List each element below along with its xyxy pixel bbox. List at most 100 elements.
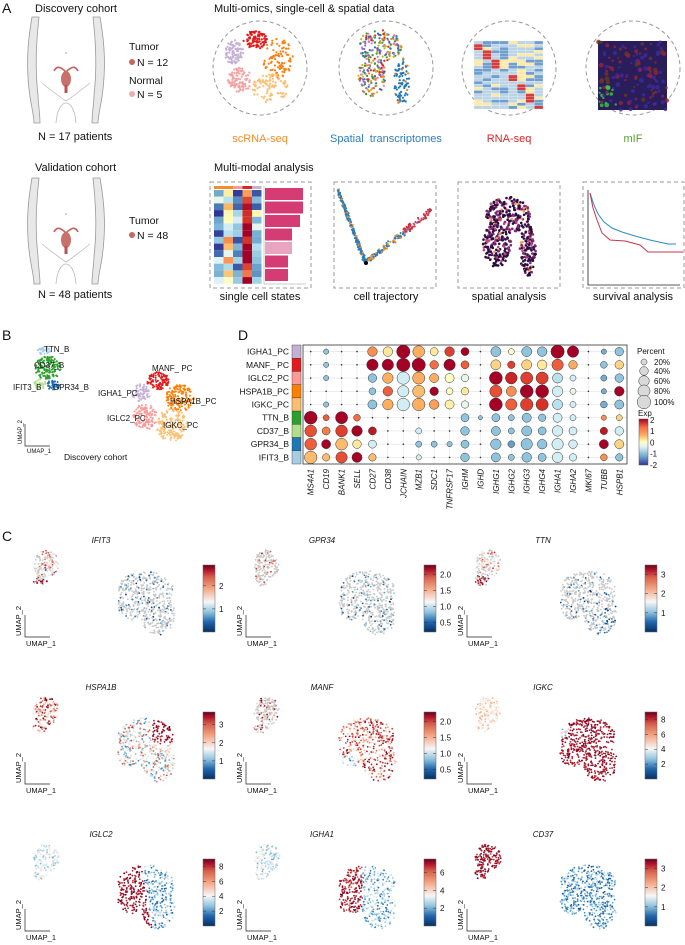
umap-point [274,81,277,84]
umap-point [136,616,139,618]
umap-point [148,574,151,577]
umap-point [41,553,44,556]
heatmap-cell [508,81,518,85]
umap-point [245,87,248,90]
mif-signal [634,49,639,54]
expression-colorbar [202,564,216,633]
umap-point [387,616,389,618]
umap-point [234,48,237,51]
umap-point [282,50,285,53]
umap-point [125,615,127,617]
cell-point [413,222,416,225]
heatmap-cell [525,50,535,54]
umap-point [372,579,374,582]
umap-point [278,61,281,65]
spot [397,47,400,50]
heatmap-cell [517,65,526,69]
umap-point [275,568,277,570]
mif-signal [664,98,670,103]
umap-point [381,606,384,609]
umap-point [239,88,242,92]
body-illustration [27,177,105,285]
umap-point [161,605,164,607]
umap-point [160,433,162,435]
heatmap-cell [534,53,544,57]
umap-point [175,439,177,442]
umap-point [366,596,369,599]
umap-point [371,582,374,585]
omics-title: Multi-omics, single-cell & spatial data [214,3,395,15]
heatmap-cell [252,196,262,204]
umap-point [483,569,486,571]
umap-point [493,551,496,554]
umap-point [147,599,149,602]
heatmap-cell [517,47,526,51]
umap-point [354,576,357,578]
umap-point [268,73,271,76]
umap-point [171,392,173,395]
umap-point [173,430,175,433]
umap-point [265,75,268,78]
umap-point [283,69,286,72]
umap-point [248,85,251,88]
spot [528,212,531,216]
trajectory-thumbnail [336,188,433,265]
cluster-label: IGLC2_PC [107,414,146,423]
umap-point [350,610,353,613]
mif-signal [634,62,639,67]
cell-point [402,232,405,235]
umap-point [248,79,251,82]
spot [496,221,500,225]
spot [486,245,490,249]
spot [375,69,378,73]
spot [400,72,403,76]
umap-point [388,617,391,620]
umap-point [363,591,366,594]
dot [448,430,451,432]
spot [399,94,403,97]
heatmap-cell [517,105,526,110]
size-legend-label: 40% [654,367,670,376]
spot [368,60,371,63]
umap-point [51,373,54,376]
heatmap-cell [534,65,544,69]
dot [537,359,548,370]
size-legend-dot [640,358,648,366]
umap-point [165,592,168,595]
spot [531,239,535,243]
umap-point [380,625,383,628]
umap-point [130,584,132,586]
umap-point [365,594,367,597]
panel-label-d: D [238,327,248,343]
umap-point [142,577,144,580]
spot [522,210,525,213]
spot [393,40,397,43]
dot [309,390,312,393]
umap-point [41,371,44,374]
umap-point [137,601,140,603]
heatmap-cell [473,105,483,110]
umap-point [155,626,158,629]
umap-point [51,355,54,358]
umap-point [266,90,269,93]
heatmap-cell [233,210,243,217]
umap-point [172,410,175,413]
spot [389,51,392,54]
umap-point [131,618,133,621]
umap-point [498,568,500,571]
dot [433,416,435,419]
umap-point [152,386,154,389]
umap-point [379,599,382,601]
dot [568,360,578,370]
spot [522,207,526,210]
spot [522,246,526,249]
umap-point [164,415,167,418]
umap-point [125,612,128,615]
umap-point [493,556,495,559]
spot [377,44,380,47]
umap-point [287,44,290,47]
spot [532,255,536,258]
umap-point [362,612,365,615]
umap-point [260,556,262,558]
umap-point [118,600,121,602]
